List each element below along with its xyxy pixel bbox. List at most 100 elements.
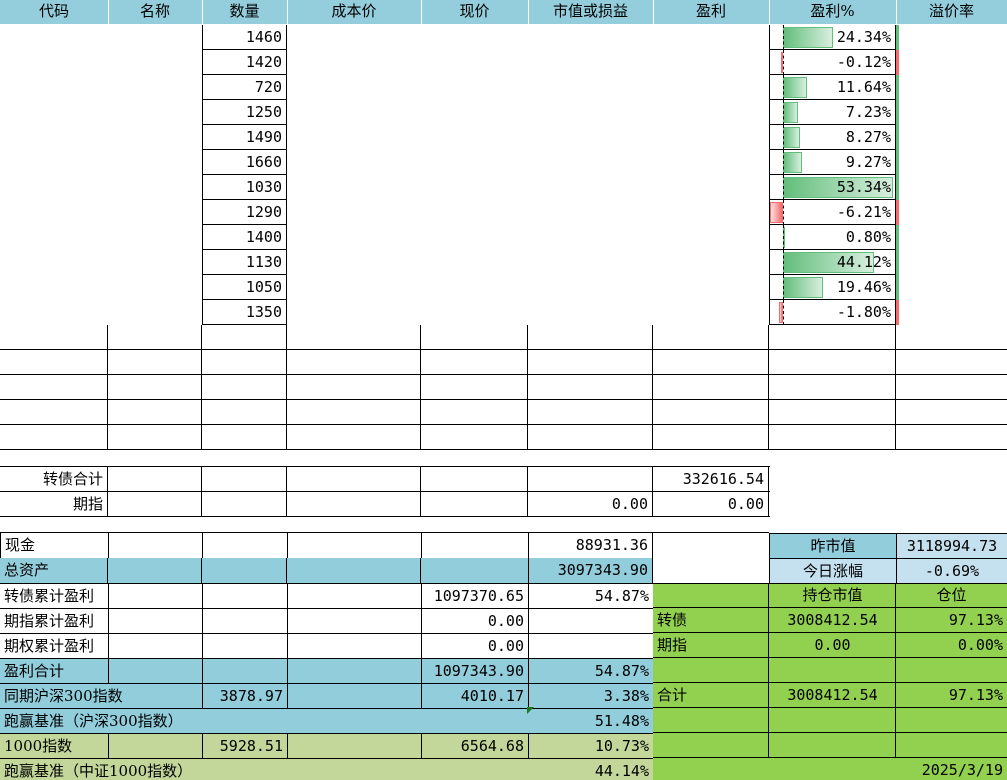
profit-pct-text: 8.27% — [845, 128, 891, 146]
profit-pct-text: 11.64% — [836, 78, 891, 96]
bond-total-profit[interactable]: 332616.54 — [682, 470, 764, 488]
bar-axis — [782, 300, 784, 325]
profit-pct-cell[interactable]: 19.46% — [770, 275, 895, 300]
bar-axis — [782, 50, 784, 75]
opt-cum-label: 期权累计盈利 — [0, 633, 108, 658]
bar-axis — [782, 75, 784, 100]
profit-pct-cell[interactable]: 53.34% — [770, 175, 895, 200]
bond-cum-value[interactable]: 1097370.65 — [421, 583, 528, 608]
profit-pct-cell[interactable]: 44.12% — [770, 250, 895, 275]
premium-marker — [896, 225, 899, 250]
yesterday-value[interactable]: 3118994.73 — [896, 533, 1007, 558]
date-cell[interactable]: 2025/3/19 — [921, 761, 1003, 779]
total-assets-label: 总资产 — [0, 558, 528, 583]
profit-pct-cell[interactable]: 7.23% — [770, 100, 895, 125]
qty-cell[interactable]: 1660 — [245, 153, 282, 171]
today-label: 今日涨幅 — [769, 558, 896, 583]
profit-pct-cell[interactable]: -6.21% — [770, 200, 895, 225]
hs300-base[interactable]: 3878.97 — [202, 683, 287, 708]
profit-pct-text: 24.34% — [836, 28, 891, 46]
data-bar — [780, 52, 783, 73]
profit-pct-text: 19.46% — [836, 278, 891, 296]
qty-cell[interactable]: 1250 — [245, 103, 282, 121]
profit-pct-cell[interactable]: 0.80% — [770, 225, 895, 250]
csi1000-label: 1000指数 — [0, 733, 108, 758]
right-fut-pos[interactable]: 0.00% — [957, 636, 1003, 654]
data-bar — [770, 202, 783, 223]
futures-value[interactable]: 0.00 — [611, 495, 648, 513]
premium-marker — [896, 275, 899, 300]
beat-csi1000-pct[interactable]: 44.14% — [528, 758, 653, 780]
qty-cell[interactable]: 1490 — [245, 128, 282, 146]
futures-label: 期指 — [72, 495, 103, 513]
profit-pct-text: 44.12% — [836, 253, 891, 271]
bar-axis — [782, 225, 784, 250]
position-label: 仓位 — [936, 586, 967, 604]
header-name[interactable]: 名称 — [108, 0, 202, 24]
premium-marker — [896, 75, 899, 100]
profit-pct-cell[interactable]: -0.12% — [770, 50, 895, 75]
hs300-now[interactable]: 4010.17 — [421, 683, 528, 708]
today-value[interactable]: -0.69% — [896, 558, 1007, 583]
csi1000-now[interactable]: 6564.68 — [421, 733, 528, 758]
profit-pct-cell[interactable]: 24.34% — [770, 25, 895, 50]
profit-total-pct[interactable]: 54.87% — [528, 658, 653, 683]
profit-pct-cell[interactable]: 11.64% — [770, 75, 895, 100]
profit-pct-text: -1.80% — [836, 303, 891, 321]
qty-cell[interactable]: 1400 — [245, 228, 282, 246]
fut-cum-value[interactable]: 0.00 — [421, 608, 528, 633]
qty-cell[interactable]: 1460 — [245, 28, 282, 46]
bar-axis — [782, 175, 784, 200]
header-market-value[interactable]: 市值或损益 — [528, 0, 653, 24]
profit-pct-text: -0.12% — [836, 53, 891, 71]
premium-marker — [896, 300, 899, 325]
header-code[interactable]: 代码 — [0, 0, 108, 24]
csi1000-pct[interactable]: 10.73% — [528, 733, 653, 758]
qty-cell[interactable]: 1130 — [245, 253, 282, 271]
opt-cum-value[interactable]: 0.00 — [421, 633, 528, 658]
qty-cell[interactable]: 1030 — [245, 178, 282, 196]
beat-hs300-pct[interactable]: 51.48% — [528, 708, 653, 733]
header-profit[interactable]: 盈利 — [653, 0, 769, 24]
profit-pct-cell[interactable]: 9.27% — [770, 150, 895, 175]
premium-marker — [896, 50, 899, 75]
bond-cum-label: 转债累计盈利 — [0, 583, 108, 608]
futures-profit[interactable]: 0.00 — [727, 495, 764, 513]
qty-cell[interactable]: 1420 — [245, 53, 282, 71]
profit-pct-cell[interactable]: 8.27% — [770, 125, 895, 150]
right-total-value[interactable]: 3008412.54 — [787, 686, 878, 704]
premium-marker — [896, 150, 899, 175]
total-assets-value[interactable]: 3097343.90 — [528, 558, 653, 583]
profit-pct-text: 9.27% — [845, 153, 891, 171]
bond-cum-pct[interactable]: 54.87% — [528, 583, 653, 608]
qty-cell[interactable]: 1350 — [245, 303, 282, 321]
profit-pct-cell[interactable]: -1.80% — [770, 300, 895, 325]
hs300-pct[interactable]: 3.38% — [528, 683, 653, 708]
profit-pct-text: 7.23% — [845, 103, 891, 121]
premium-marker — [896, 200, 899, 225]
bar-axis — [782, 125, 784, 150]
right-fut-value[interactable]: 0.00 — [814, 636, 851, 654]
bar-axis — [782, 150, 784, 175]
right-fut-label: 期指 — [657, 636, 688, 654]
qty-cell[interactable]: 1050 — [245, 278, 282, 296]
right-bond-pos[interactable]: 97.13% — [948, 611, 1003, 629]
header-cost[interactable]: 成本价 — [287, 0, 421, 24]
profit-total-value[interactable]: 1097343.90 — [421, 658, 528, 683]
header-qty[interactable]: 数量 — [202, 0, 287, 24]
csi1000-base[interactable]: 5928.51 — [202, 733, 287, 758]
bar-axis — [782, 200, 784, 225]
right-bond-value[interactable]: 3008412.54 — [787, 611, 878, 629]
right-total-pos[interactable]: 97.13% — [948, 686, 1003, 704]
qty-cell[interactable]: 1290 — [245, 203, 282, 221]
cash-value[interactable]: 88931.36 — [528, 532, 653, 558]
header-profit-pct[interactable]: 盈利% — [769, 0, 896, 24]
profit-total-label: 盈利合计 — [0, 658, 108, 683]
cash-label: 现金 — [0, 532, 108, 558]
header-price[interactable]: 现价 — [421, 0, 528, 24]
profit-pct-text: 0.80% — [845, 228, 891, 246]
header-premium[interactable]: 溢价率 — [896, 0, 1007, 24]
qty-cell[interactable]: 720 — [254, 78, 282, 96]
hs300-label: 同期沪深300指数 — [0, 683, 202, 708]
hold-label: 持仓市值 — [802, 586, 863, 604]
